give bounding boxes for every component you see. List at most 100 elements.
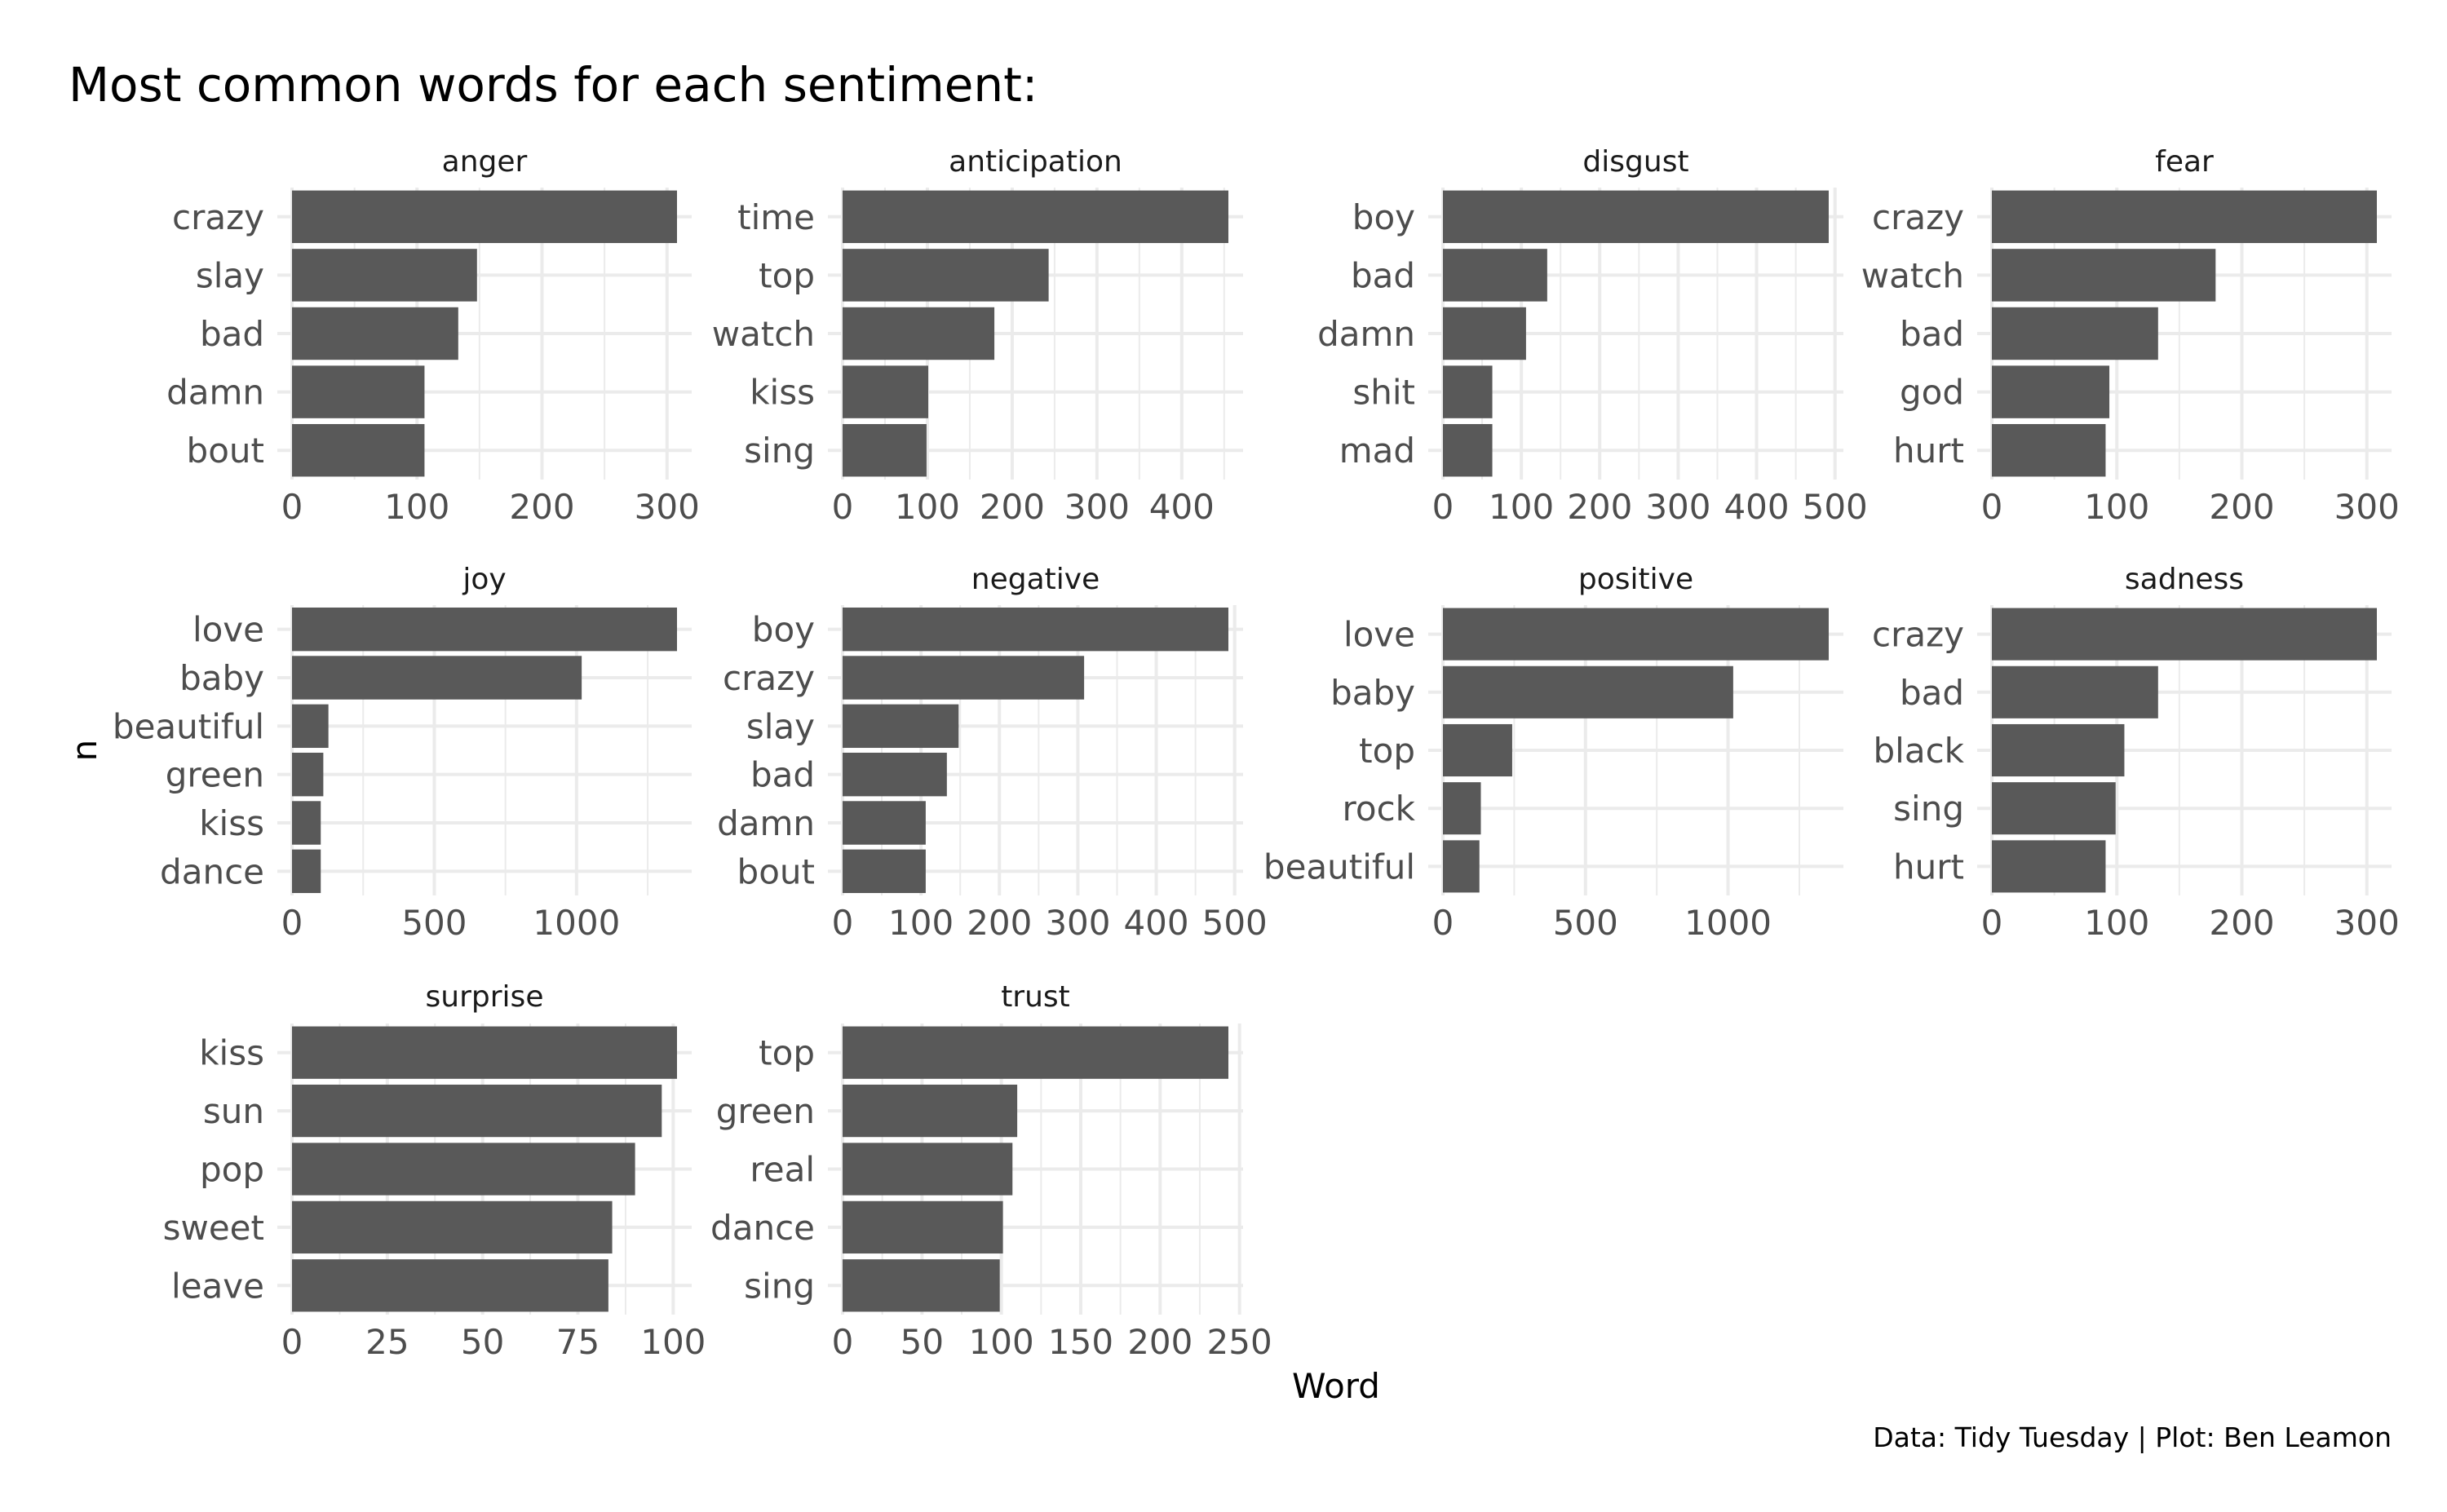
x-tick-label: 0 xyxy=(1981,487,2003,527)
bar-disgust-mad xyxy=(1443,423,1493,477)
category-label: rock xyxy=(1343,789,1416,829)
bar-negative-bout xyxy=(843,849,926,894)
x-tick-label: 1000 xyxy=(533,903,620,943)
x-tick-label: 300 xyxy=(2334,487,2400,527)
category-label: hurt xyxy=(1893,847,1964,886)
bar-negative-slay xyxy=(843,704,959,749)
bar-anticipation-top xyxy=(843,249,1049,302)
category-label: god xyxy=(1900,373,1964,413)
bar-anger-bad xyxy=(292,307,458,360)
facet-panel-negative: negative 0 100 200 300 400 500 boy crazy slay bad d… xyxy=(717,563,1268,943)
x-tick-label: 100 xyxy=(895,487,960,527)
category-label: watch xyxy=(1861,255,1964,295)
bar-fear-crazy xyxy=(1992,190,2377,244)
category-label: real xyxy=(750,1150,815,1190)
x-axis-title: Word xyxy=(1292,1366,1380,1406)
bar-surprise-sweet xyxy=(292,1200,613,1254)
x-tick-label: 0 xyxy=(1432,903,1454,943)
bar-joy-kiss xyxy=(292,801,321,845)
bar-anger-slay xyxy=(292,249,477,302)
bar-sadness-bad xyxy=(1992,665,2158,718)
facet-panel-joy: joy 0 500 1000 love baby beautiful green kiss dan… xyxy=(113,563,692,943)
bar-positive-love xyxy=(1443,608,1829,661)
category-label: bad xyxy=(200,314,264,354)
category-label: watch xyxy=(712,314,815,354)
facet-strip-label: trust xyxy=(1001,980,1070,1014)
facet-panel-anticipation: anticipation 0 100 200 300 400 time top watch kis… xyxy=(712,145,1243,527)
category-label: boy xyxy=(1352,197,1415,237)
category-label: baby xyxy=(179,658,264,698)
category-label: sing xyxy=(1893,789,1964,829)
category-label: bout xyxy=(187,431,264,471)
category-label: damn xyxy=(717,803,815,843)
x-tick-label: 500 xyxy=(401,903,467,943)
x-tick-label: 300 xyxy=(1045,903,1110,943)
x-tick-label: 300 xyxy=(2334,903,2400,943)
category-label: bad xyxy=(750,755,815,795)
category-label: sing xyxy=(744,431,815,471)
category-label: mad xyxy=(1339,431,1415,471)
x-tick-label: 0 xyxy=(1432,487,1454,527)
bar-trust-top xyxy=(843,1026,1228,1079)
bar-negative-damn xyxy=(843,801,926,845)
category-label: pop xyxy=(200,1150,264,1190)
bar-anger-damn xyxy=(292,365,425,418)
bar-anticipation-kiss xyxy=(843,365,928,418)
facet-panel-surprise: surprise 0 25 50 75 100 kiss sun pop sweet leave xyxy=(163,980,706,1362)
category-label: leave xyxy=(171,1266,264,1306)
bar-surprise-leave xyxy=(292,1259,608,1312)
bar-fear-watch xyxy=(1992,249,2216,302)
chart-title: Most common words for each sentiment: xyxy=(69,57,1038,113)
facet-strip-label: joy xyxy=(462,563,506,596)
x-tick-label: 150 xyxy=(1048,1322,1113,1362)
bar-disgust-damn xyxy=(1443,307,1526,360)
x-tick-label: 200 xyxy=(2209,487,2274,527)
category-label: top xyxy=(759,1033,815,1073)
bar-negative-boy xyxy=(843,607,1228,652)
x-tick-label: 200 xyxy=(1567,487,1632,527)
x-tick-label: 50 xyxy=(461,1322,504,1362)
bar-anticipation-time xyxy=(843,190,1228,244)
y-axis-title: n xyxy=(64,740,104,762)
bar-joy-love xyxy=(292,607,677,652)
category-label: green xyxy=(166,755,264,795)
x-tick-label: 200 xyxy=(980,487,1045,527)
x-tick-label: 0 xyxy=(281,903,303,943)
category-label: dance xyxy=(710,1208,815,1248)
x-tick-label: 100 xyxy=(888,903,954,943)
bar-joy-green xyxy=(292,752,324,797)
facet-strip-label: positive xyxy=(1578,563,1693,596)
category-label: bad xyxy=(1900,673,1964,713)
category-label: shit xyxy=(1352,373,1415,413)
x-tick-label: 0 xyxy=(1981,903,2003,943)
x-tick-label: 200 xyxy=(1127,1322,1193,1362)
x-tick-label: 400 xyxy=(1123,903,1188,943)
category-label: crazy xyxy=(723,658,815,698)
bar-sadness-black xyxy=(1992,723,2125,777)
bar-fear-god xyxy=(1992,365,2110,418)
x-tick-label: 300 xyxy=(1064,487,1130,527)
facet-strip-label: disgust xyxy=(1582,145,1688,179)
x-tick-label: 1000 xyxy=(1684,903,1772,943)
category-label: dance xyxy=(160,851,264,891)
facet-strip-label: anger xyxy=(442,145,528,179)
facet-panel-positive: positive 0 500 1000 love baby top rock beautiful xyxy=(1263,563,1843,943)
x-tick-label: 0 xyxy=(832,1322,854,1362)
bar-positive-top xyxy=(1443,723,1512,777)
bar-anticipation-watch xyxy=(843,307,995,360)
category-label: top xyxy=(1359,731,1415,771)
x-tick-label: 200 xyxy=(509,487,574,527)
category-label: time xyxy=(737,197,815,237)
category-label: crazy xyxy=(172,197,264,237)
facet-panel-sadness: sadness 0 100 200 300 crazy bad black sing hurt xyxy=(1872,563,2400,943)
category-label: kiss xyxy=(750,373,815,413)
bar-trust-real xyxy=(843,1143,1013,1196)
bar-fear-bad xyxy=(1992,307,2158,360)
x-tick-label: 500 xyxy=(1553,903,1618,943)
category-label: love xyxy=(192,610,264,650)
category-label: bad xyxy=(1351,255,1415,295)
bar-anticipation-sing xyxy=(843,423,927,477)
facet-panel-anger: anger 0 100 200 300 crazy slay bad damn bout xyxy=(166,145,700,527)
x-tick-label: 500 xyxy=(1202,903,1268,943)
